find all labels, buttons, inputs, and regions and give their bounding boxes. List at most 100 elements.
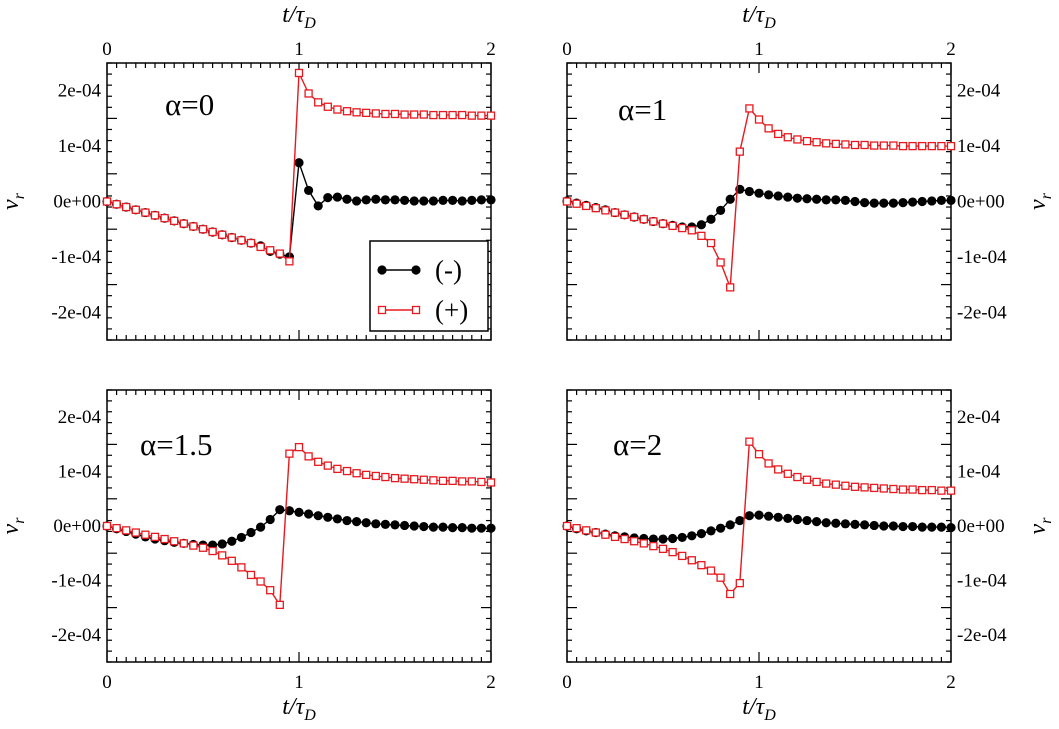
data-point xyxy=(774,129,783,139)
data-point xyxy=(362,108,371,118)
panel-top-left: 0 1 2-2e-04-1e-040e+001e-042e-04t/τDvrα=0(… xyxy=(0,2,496,341)
data-point xyxy=(754,450,764,459)
data-point xyxy=(419,110,428,119)
data-point xyxy=(706,566,716,575)
data-point xyxy=(361,195,371,205)
data-point xyxy=(323,512,333,522)
data-point xyxy=(764,459,773,468)
data-point xyxy=(802,136,812,146)
data-point xyxy=(332,514,342,524)
data-point xyxy=(429,476,438,485)
x-axis-title: t/τD xyxy=(282,2,316,32)
data-point xyxy=(792,514,803,525)
data-point xyxy=(352,108,361,117)
data-point xyxy=(256,577,265,586)
data-point xyxy=(448,110,457,120)
data-point xyxy=(649,217,658,226)
data-point xyxy=(237,236,246,245)
series-plus xyxy=(102,68,496,266)
data-point xyxy=(237,563,246,572)
data-point xyxy=(696,220,707,230)
data-point xyxy=(419,521,429,532)
data-point xyxy=(141,208,150,217)
data-point xyxy=(102,197,112,206)
data-point xyxy=(840,519,851,529)
x-axis-title-subscript: D xyxy=(303,707,316,724)
data-point xyxy=(870,141,879,150)
data-point xyxy=(716,523,726,533)
panel-annotation: α=2 xyxy=(613,427,662,462)
data-point xyxy=(362,470,371,480)
data-point xyxy=(342,107,352,116)
data-point xyxy=(458,110,467,120)
data-point xyxy=(409,196,419,206)
data-point xyxy=(112,524,121,533)
data-point xyxy=(927,522,937,532)
legend-label: (+) xyxy=(435,295,468,325)
data-point xyxy=(342,515,352,526)
data-point xyxy=(678,223,687,233)
y-tick-label: 1e-04 xyxy=(957,136,1001,157)
data-point xyxy=(668,221,677,231)
data-point xyxy=(754,115,764,124)
data-point xyxy=(850,519,860,529)
data-point xyxy=(160,534,169,544)
data-point xyxy=(400,474,409,483)
data-point xyxy=(678,551,687,561)
data-point xyxy=(591,203,600,213)
legend-marker xyxy=(377,305,387,315)
data-point xyxy=(908,521,918,532)
data-point xyxy=(294,442,304,452)
data-point xyxy=(792,193,803,203)
data-point xyxy=(562,521,572,531)
data-point xyxy=(314,457,323,466)
data-point xyxy=(812,477,821,487)
data-point xyxy=(697,231,706,240)
panel-annotation: α=1 xyxy=(618,92,667,127)
data-point xyxy=(687,531,697,541)
x-tick-label: 2 xyxy=(486,39,496,60)
data-point xyxy=(754,510,764,520)
x-tick-label: 0 xyxy=(102,672,112,693)
data-point xyxy=(783,192,793,202)
data-point xyxy=(706,238,716,248)
data-point xyxy=(294,68,304,78)
data-point xyxy=(716,573,725,582)
y-tick-label: 0e+00 xyxy=(957,516,1005,537)
data-point xyxy=(400,195,410,205)
data-point xyxy=(429,110,438,120)
data-point xyxy=(927,196,937,206)
data-point xyxy=(198,225,208,234)
y-tick-label: -1e-04 xyxy=(957,570,1007,591)
data-point xyxy=(332,192,342,202)
data-point xyxy=(304,509,314,519)
x-tick-label: 2 xyxy=(486,672,496,693)
data-point xyxy=(630,212,639,222)
data-point xyxy=(352,469,361,478)
x-tick-label: 2 xyxy=(946,672,956,693)
data-point xyxy=(323,461,332,470)
data-point xyxy=(821,518,831,528)
y-axis-title-subscript: r xyxy=(11,517,28,524)
x-axis-title-subscript: D xyxy=(763,15,776,32)
y-axis-title-main: v xyxy=(0,523,24,534)
data-point xyxy=(371,109,380,118)
data-point xyxy=(677,532,687,543)
data-point xyxy=(428,522,438,532)
data-point xyxy=(419,475,428,484)
data-point xyxy=(870,483,879,493)
data-point xyxy=(610,532,620,542)
data-point xyxy=(658,219,668,228)
data-point xyxy=(850,196,860,207)
data-point xyxy=(314,98,323,107)
data-point xyxy=(620,210,629,219)
data-point xyxy=(246,570,256,580)
data-point xyxy=(927,485,936,495)
data-point xyxy=(735,515,745,526)
data-point xyxy=(726,283,735,292)
data-point xyxy=(620,534,629,544)
data-point xyxy=(371,519,381,529)
data-point xyxy=(438,110,448,120)
legend-marker xyxy=(411,265,421,275)
